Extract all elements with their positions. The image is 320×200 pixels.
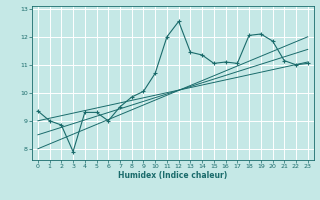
X-axis label: Humidex (Indice chaleur): Humidex (Indice chaleur) [118,171,228,180]
